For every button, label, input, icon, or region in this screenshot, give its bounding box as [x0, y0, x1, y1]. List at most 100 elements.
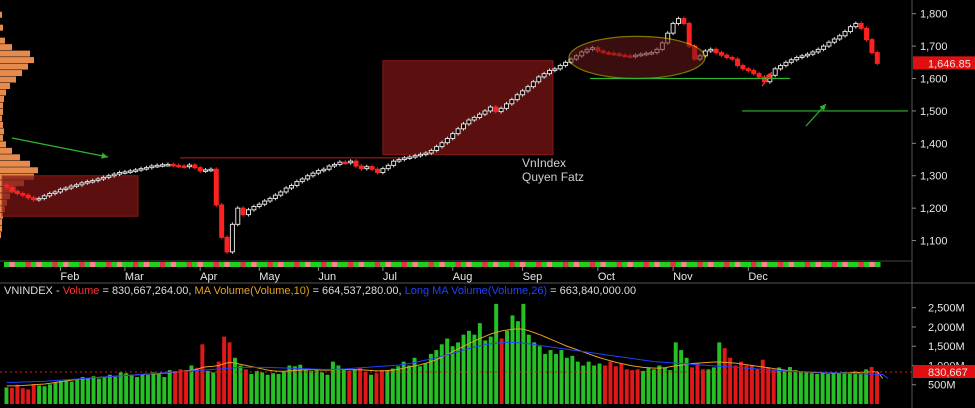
volume-profile-bar: [0, 160, 30, 167]
candle: [154, 164, 160, 168]
candle: [788, 59, 794, 63]
volume-bar: [407, 365, 412, 404]
month-label: Jun: [318, 271, 336, 283]
volume-bar: [91, 376, 96, 404]
trend-strip-segment: [847, 262, 854, 267]
green-arrow-left-head: [101, 152, 108, 159]
volume-bar: [292, 366, 297, 404]
volume-bar: [537, 346, 542, 404]
trend-strip-segment: [702, 262, 709, 267]
trend-strip-segment: [557, 262, 564, 267]
trend-strip-segment: [493, 262, 499, 267]
candle: [847, 26, 853, 33]
volume-bar: [374, 373, 379, 404]
legend-long-ma-label: Long MA Volume(Volume,26): [404, 285, 548, 297]
volume-bar: [613, 366, 618, 404]
candle: [181, 165, 187, 169]
trend-strip-segment: [627, 262, 634, 267]
volume-bar: [842, 372, 847, 404]
month-label: Mar: [125, 271, 144, 283]
candle: [874, 52, 880, 64]
candle: [315, 170, 321, 174]
volume-profile-bar: [0, 232, 1, 239]
trend-strip-segment: [9, 262, 16, 267]
candle: [525, 86, 531, 92]
legend-volume-label: Volume: [62, 285, 100, 297]
volume-bar: [853, 371, 858, 404]
volume-bar: [341, 368, 346, 404]
candle: [842, 31, 848, 37]
candle: [348, 160, 354, 164]
trend-strip-segment: [197, 262, 204, 267]
volume-bar: [129, 374, 134, 404]
candle: [412, 155, 418, 158]
candle: [117, 172, 123, 175]
candle: [52, 191, 58, 195]
volume-bar: [782, 370, 787, 404]
trend-strip-segment: [853, 262, 860, 267]
candle: [95, 178, 101, 182]
volume-bar: [418, 366, 422, 404]
trend-strip-segment: [815, 262, 822, 267]
candle: [428, 149, 434, 154]
volume-bar: [532, 342, 537, 404]
candle: [455, 128, 461, 135]
trend-strip-segment: [283, 262, 290, 267]
volume-bar: [434, 350, 439, 404]
volume-bar: [205, 370, 210, 404]
trend-strip-segment: [482, 262, 489, 267]
volume-profile-bar: [0, 89, 6, 96]
volume-profile-bar: [0, 225, 2, 232]
candle: [546, 69, 552, 75]
candle: [460, 123, 466, 130]
volume-profile-bar: [0, 115, 2, 122]
candle: [68, 185, 74, 189]
trend-strip-segment: [374, 262, 381, 267]
trend-strip-segment: [568, 262, 575, 267]
trend-strip-segment: [837, 262, 843, 267]
candle: [353, 160, 359, 167]
trend-strip-segment: [310, 262, 317, 267]
volume-bar: [700, 369, 705, 404]
candle: [9, 186, 15, 192]
price-tick-label: 1,100: [920, 236, 948, 248]
candle: [735, 58, 741, 67]
trend-strip-segment: [369, 262, 376, 267]
candle: [557, 65, 563, 70]
month-label: Dec: [748, 271, 768, 283]
trend-strip-segment: [36, 262, 43, 267]
volume-bar: [793, 370, 798, 404]
candle: [439, 142, 445, 148]
volume-bar: [771, 369, 776, 404]
volume-bar: [815, 373, 820, 404]
candle: [79, 182, 85, 186]
volume-bar: [864, 369, 869, 404]
trend-strip-segment: [159, 262, 166, 267]
green-arrow-left: [11, 137, 109, 158]
trend-strip-segment: [224, 262, 231, 267]
trend-strip-segment: [79, 262, 86, 267]
candle: [337, 161, 343, 165]
trend-strip-segment: [30, 262, 37, 267]
volume-bar: [875, 372, 879, 404]
trend-strip-segment: [541, 262, 548, 267]
candle: [498, 107, 504, 113]
trend-strip-segment: [810, 262, 817, 267]
trend-strip-segment: [278, 262, 284, 267]
trend-strip-segment: [229, 262, 236, 267]
volume-bar: [668, 370, 673, 404]
trend-strip-segment: [331, 262, 338, 267]
trend-strip-segment: [122, 262, 129, 267]
trend-strip-segment: [364, 262, 370, 267]
candle: [272, 194, 278, 199]
volume-bar: [608, 361, 613, 404]
candle: [165, 163, 171, 167]
volume-bar: [428, 353, 433, 404]
volume-bar: [521, 303, 526, 404]
volume-bar: [260, 372, 265, 404]
volume-bar: [401, 361, 406, 404]
volume-bar: [581, 365, 586, 404]
trend-strip-segment: [73, 262, 80, 267]
volume-bar: [651, 369, 656, 404]
volume-bar: [847, 372, 852, 404]
